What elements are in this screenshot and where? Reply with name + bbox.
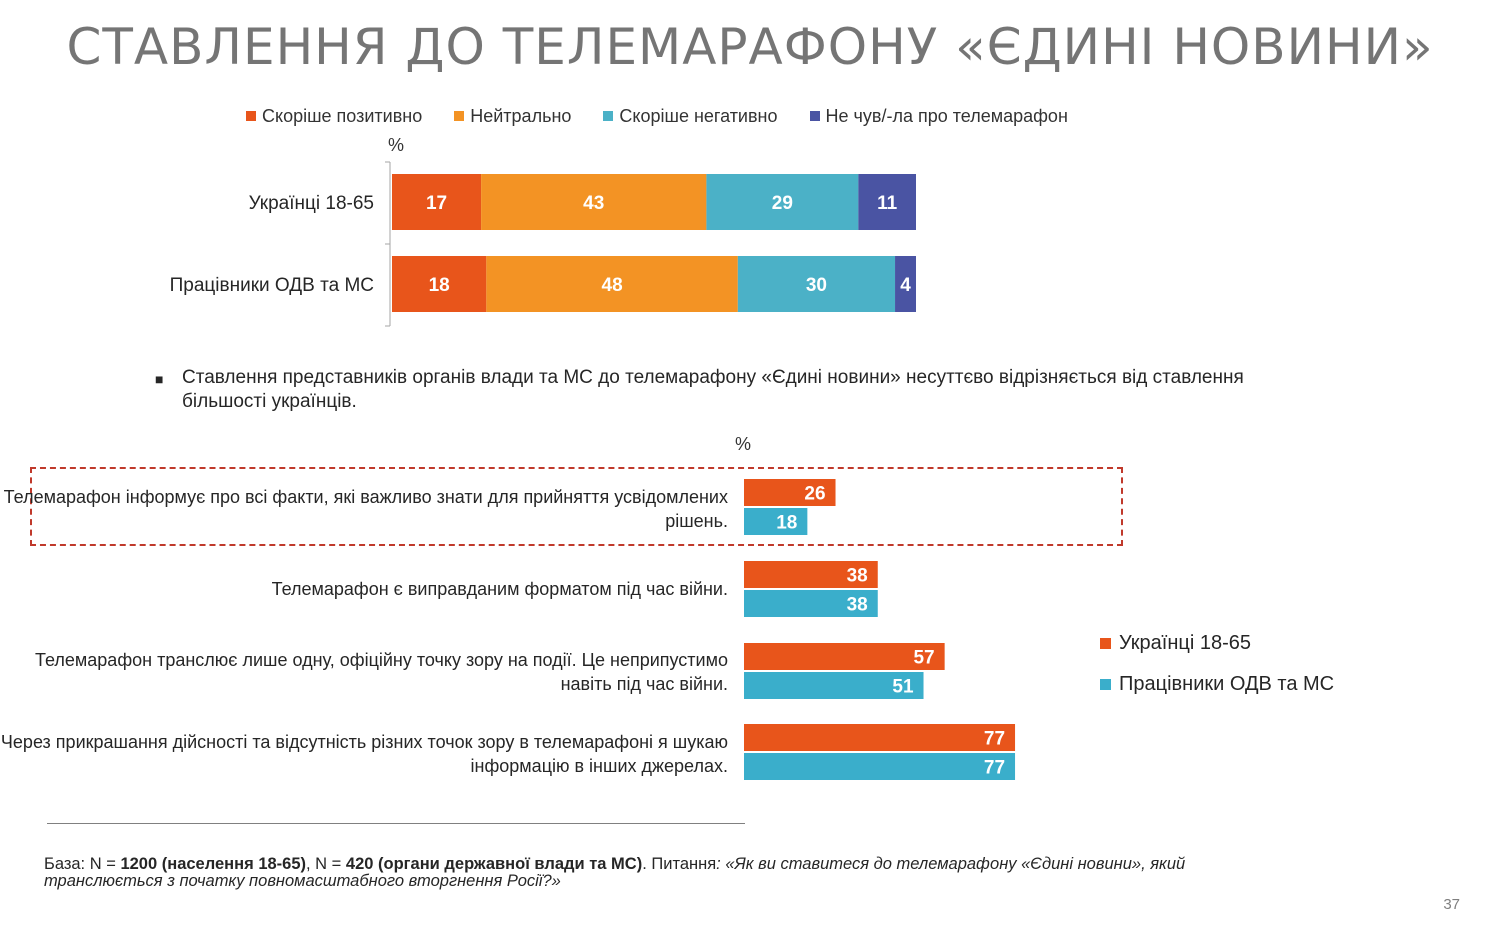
footer-base-prefix: База: N = [44,855,121,873]
grouped-bar-value: 26 [804,484,825,505]
grouped-bar-value: 77 [984,729,1005,750]
legend-swatch-neutral [454,111,465,121]
grouped-bar-chart: 26 18 38 38 57 51 77 77 [744,479,1016,780]
grouped-chart-legend: Українці 18-65 Працівники ОДВ та МС [1100,630,1334,712]
legend-item-ua: Українці 18-65 [1100,630,1334,656]
grouped-bar-value: 57 [913,648,934,669]
legend-label-ua: Українці 18-65 [1119,631,1252,654]
footer-question: : «Як ви ставитеся до телемарафону «Єдин… [44,855,1186,890]
summary-bullet: ■ Ставлення представників органів влади … [155,366,1325,414]
legend-label-positive: Скоріше позитивно [262,105,423,126]
stacked-bar-value: 11 [877,193,898,214]
statement-label-4: Через прикрашання дійсності та відсутніс… [0,732,728,776]
grouped-chart-unit: % [735,434,752,454]
grouped-bar [744,753,1016,780]
grouped-bar-value: 18 [776,513,797,534]
legend-label-not-heard: Не чув/-ла про телемарафон [825,105,1068,126]
statement-label-3: Телемарафон транслює лише одну, офіційну… [35,650,728,694]
grouped-bar-value: 38 [847,566,868,587]
legend-swatch-negative [603,111,614,121]
stacked-bar-segment [706,174,859,230]
legend-label-odv: Працівники ОДВ та МС [1119,672,1335,695]
legend-swatch-positive [246,111,256,121]
bullet-square-icon: ■ [155,371,164,387]
stacked-bar-segment [392,174,482,230]
stacked-bar-segment [858,174,916,230]
footer-question-prefix: . Питання [642,855,717,873]
stacked-bar-value: 18 [429,275,450,296]
stacked-bar-chart: Українці 18-65 17 43 29 11 Працівники ОДВ та … [170,161,916,327]
highlight-box [30,467,1123,546]
stacked-bar-value: 4 [900,275,911,296]
stacked-bar-value: 30 [806,275,827,296]
stacked-bar-value: 48 [602,275,623,296]
grouped-bar [744,561,878,588]
grouped-bar [744,508,808,535]
grouped-bar [744,479,836,506]
grouped-bar [744,590,878,617]
stacked-bar-segment [486,256,738,312]
legend-item-odv: Працівники ОДВ та МС [1100,671,1334,697]
stacked-chart-unit: % [388,135,405,155]
stacked-bar-value: 17 [426,193,447,214]
legend-swatch-ua [1100,637,1111,649]
stacked-category-label: Українці 18-65 [249,193,374,214]
legend-label-neutral: Нейтрально [470,105,572,126]
grouped-bar [744,672,924,699]
grouped-bar-value: 77 [984,758,1005,779]
legend-swatch-odv [1100,678,1111,690]
stacked-bar-value: 29 [772,193,793,214]
footer-base-n1: 1200 (населення 18-65) [120,855,307,873]
grouped-bar [744,643,945,670]
statement-label-2: Телемарафон є виправданим форматом під ч… [271,579,728,599]
footer-base-n2: 420 (органи державної влади та МС) [345,855,643,873]
legend-item-negative: Скоріше негативно [603,105,778,127]
page-title: СТАВЛЕННЯ ДО ТЕЛЕМАРАФОНУ «ЄДИНІ НОВИНИ» [66,18,1434,76]
legend-swatch-not-heard [809,111,820,121]
grouped-bar-value: 38 [847,595,868,616]
legend-item-neutral: Нейтрально [454,106,571,127]
page-number: 37 [1443,896,1460,913]
legend-item-not-heard: Не чув/-ла про телемарафон [809,105,1068,127]
stacked-bar-value: 43 [583,193,604,214]
stacked-bar-segment [895,256,916,312]
legend-item-positive: Скоріше позитивно [246,106,422,127]
summary-text: Ставлення представників органів влади та… [182,367,1244,412]
footer-base-mid: , N = [306,855,346,873]
stacked-bar-segment [392,256,487,312]
stacked-bar-segment [737,256,896,312]
stacked-bar-segment [481,174,707,230]
stacked-category-label: Працівники ОДВ та МС [170,275,374,296]
stacked-chart-legend: Скоріше позитивно Нейтрально Скоріше нег… [246,104,1100,128]
statement-label-1: Телемарафон інформує про всі факти, які … [3,487,728,531]
legend-label-negative: Скоріше негативно [619,105,778,126]
footer-note: База: N = 1200 (населення 18-65), N = 42… [44,856,1274,890]
grouped-bar-value: 51 [892,677,914,698]
grouped-bar [744,724,1016,751]
footer-divider [47,823,745,824]
